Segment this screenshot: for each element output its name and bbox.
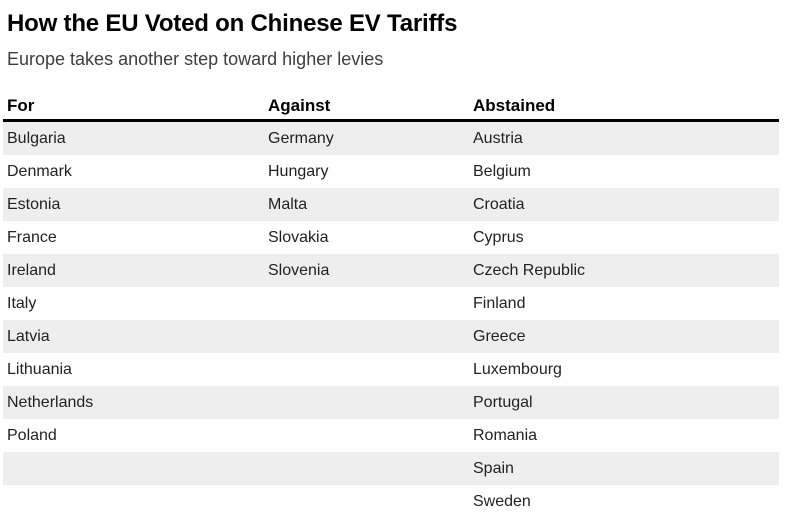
table-cell: Hungary	[268, 162, 329, 180]
column-header-abstained: Abstained	[473, 96, 556, 115]
table-row: Netherlands Portugal	[3, 386, 779, 419]
table-cell: Denmark	[7, 162, 72, 180]
table-cell: Poland	[7, 426, 57, 444]
table-row: Spain	[3, 452, 779, 485]
table-cell: Bulgaria	[7, 129, 66, 147]
vote-table-body: Bulgaria Germany Austria Denmark Hungary Belg…	[3, 122, 779, 518]
table-cell: Malta	[268, 195, 308, 213]
table-cell: Slovakia	[268, 228, 329, 246]
table-row: Bulgaria Germany Austria	[3, 122, 779, 155]
table-header-row: For Against Abstained	[3, 95, 779, 122]
table-row: Lithuania Luxembourg	[3, 353, 779, 386]
table-cell: Portugal	[473, 393, 533, 411]
table-cell: Greece	[473, 327, 526, 345]
table-cell: Netherlands	[7, 393, 94, 411]
table-cell: Germany	[268, 129, 334, 147]
table-cell: Spain	[473, 459, 514, 477]
column-header-for: For	[7, 96, 35, 115]
chart-title: How the EU Voted on Chinese EV Tariffs	[7, 10, 458, 37]
table-cell: Slovenia	[268, 261, 330, 279]
table-row: Estonia Malta Croatia	[3, 188, 779, 221]
table-row: Poland Romania	[3, 419, 779, 452]
table-row: France Slovakia Cyprus	[3, 221, 779, 254]
table-cell: Czech Republic	[473, 261, 586, 279]
table-cell: Italy	[7, 294, 37, 312]
table-cell: Estonia	[7, 195, 61, 213]
table-cell: Cyprus	[473, 228, 524, 246]
chart-subtitle: Europe takes another step toward higher …	[7, 49, 384, 69]
table-cell: Finland	[473, 294, 526, 312]
table-row: Italy Finland	[3, 287, 779, 320]
table-cell: Austria	[473, 129, 523, 147]
table-cell: Lithuania	[7, 360, 72, 378]
table-row: Latvia Greece	[3, 320, 779, 353]
table-cell: Luxembourg	[473, 360, 562, 378]
table-cell: Sweden	[473, 492, 531, 510]
table-row: Sweden	[3, 485, 779, 518]
vote-table: For Against Abstained Bulgaria Germany Aus…	[3, 95, 779, 518]
table-cell: Latvia	[7, 327, 50, 345]
table-row: Denmark Hungary Belgium	[3, 155, 779, 188]
column-header-against: Against	[268, 96, 331, 115]
table-cell: Ireland	[7, 261, 56, 279]
table-cell: Romania	[473, 426, 538, 444]
table-row: Ireland Slovenia Czech Republic	[3, 254, 779, 287]
table-cell: Croatia	[473, 195, 525, 213]
table-cell: France	[7, 228, 57, 246]
table-cell: Belgium	[473, 162, 531, 180]
